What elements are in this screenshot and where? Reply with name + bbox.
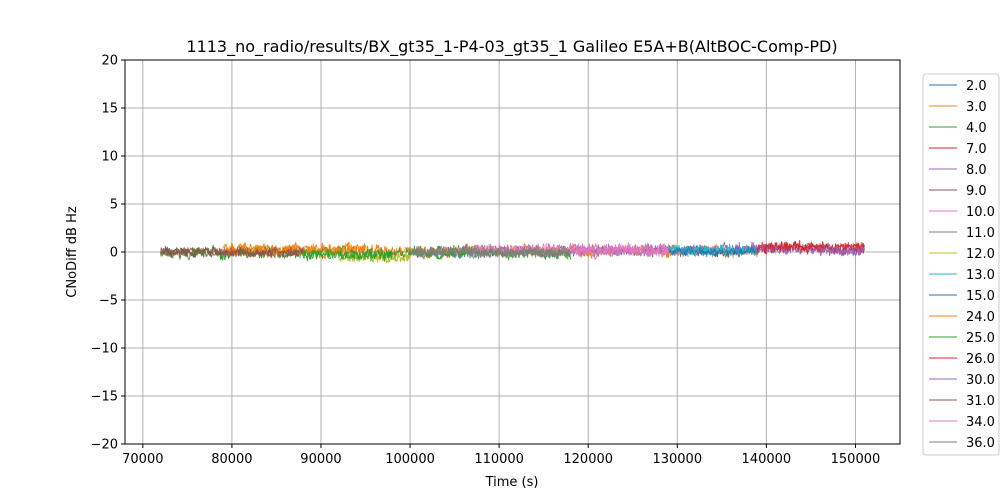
y-axis-label: CNoDiff dB Hz (65, 206, 80, 298)
x-tick-label: 90000 (300, 452, 341, 467)
series-line-26-0 (757, 239, 865, 255)
y-tick-label: 0 (110, 246, 118, 261)
y-tick-label: −20 (91, 438, 118, 453)
x-tick-label: 130000 (652, 452, 702, 467)
x-tick-label: 120000 (563, 452, 613, 467)
y-tick-label: −5 (99, 294, 118, 309)
series-line-24-0 (222, 241, 366, 257)
x-axis-label: Time (s) (485, 475, 539, 490)
legend-label: 15.0 (966, 289, 995, 304)
x-ticks: 70000 80000 90000 100000 110000 120000 130000 1… (122, 444, 880, 467)
series-line-34-0 (570, 245, 669, 261)
legend-label: 24.0 (966, 310, 995, 325)
legend-label: 7.0 (966, 142, 987, 157)
legend-label: 31.0 (966, 394, 995, 409)
y-ticks: −20 −15 −10 −5 0 5 10 15 20 (91, 54, 125, 453)
y-tick-label: 15 (101, 102, 118, 117)
legend-label: 26.0 (966, 352, 995, 367)
legend-label: 34.0 (966, 415, 995, 430)
legend-label: 3.0 (966, 100, 987, 115)
legend-label: 12.0 (966, 247, 995, 262)
x-tick-label: 80000 (211, 452, 252, 467)
chart-title: 1113_no_radio/results/BX_gt35_1-P4-03_gt… (186, 37, 837, 57)
x-tick-label: 110000 (474, 452, 524, 467)
series-line-25-0 (302, 248, 393, 262)
series-line-36-0 (409, 246, 571, 261)
series-line-31-0 (160, 245, 304, 259)
series-line-30-0 (819, 245, 865, 257)
legend-label: 9.0 (966, 184, 987, 199)
series-lines (160, 239, 865, 264)
legend-label: 8.0 (966, 163, 987, 178)
x-tick-label: 100000 (385, 452, 435, 467)
legend-label: 13.0 (966, 268, 995, 283)
legend-label: 2.0 (966, 79, 987, 94)
legend: 2.0 3.0 4.0 7.0 8.0 9.0 10.0 11.0 12.0 13.0 15.0 24… (922, 73, 1000, 456)
x-tick-label: 140000 (742, 452, 792, 467)
legend-label: 4.0 (966, 121, 987, 136)
legend-label: 10.0 (966, 205, 995, 220)
x-tick-label: 70000 (122, 452, 163, 467)
legend-label: 25.0 (966, 331, 995, 346)
y-tick-label: 5 (110, 198, 118, 213)
y-tick-label: 20 (101, 54, 118, 69)
series-line-15-0 (668, 246, 758, 258)
y-tick-label: −15 (91, 390, 118, 405)
x-tick-label: 150000 (831, 452, 881, 467)
legend-label: 30.0 (966, 373, 995, 388)
y-tick-label: 10 (101, 150, 118, 165)
legend-label: 36.0 (966, 436, 995, 451)
legend-label: 11.0 (966, 226, 995, 241)
y-tick-label: −10 (91, 342, 118, 357)
